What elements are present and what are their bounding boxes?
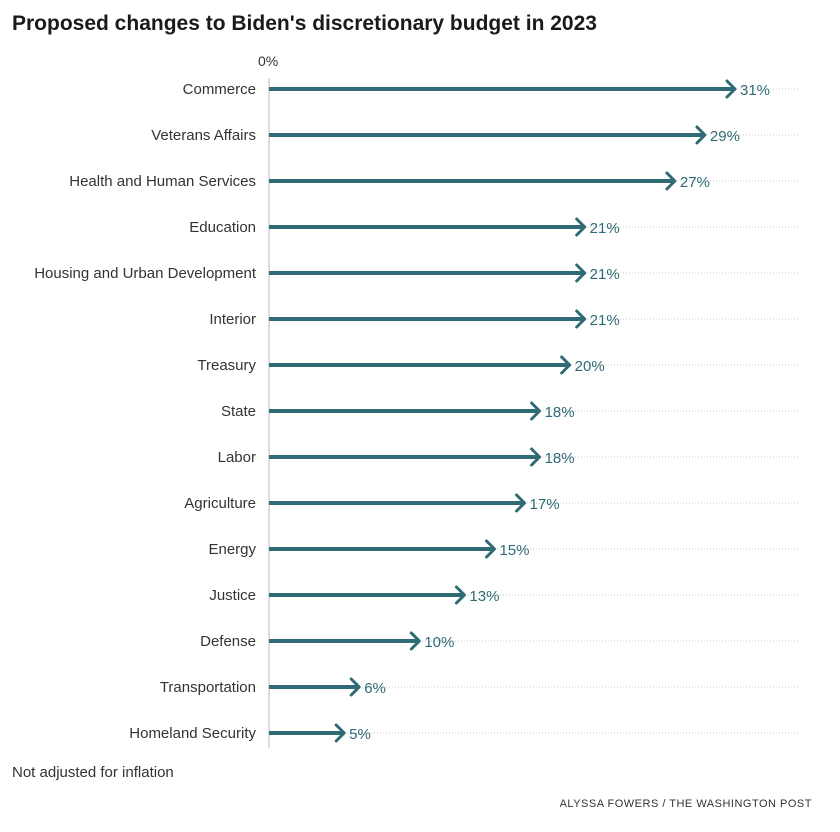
arrowhead [530, 447, 542, 467]
category-label: Treasury [197, 357, 256, 374]
value-label: 18% [545, 450, 575, 467]
arrowhead [454, 585, 466, 605]
category-label: Homeland Security [129, 725, 256, 742]
source-credit: ALYSSA FOWERS / THE WASHINGTON POST [559, 798, 812, 810]
arrowhead [560, 355, 572, 375]
arrowhead [695, 125, 707, 145]
arrowhead [665, 171, 677, 191]
value-label: 27% [680, 174, 710, 191]
value-label: 31% [740, 82, 770, 99]
value-label: 21% [590, 220, 620, 237]
arrowhead [515, 493, 527, 513]
value-label: 20% [575, 358, 605, 375]
category-label: Agriculture [184, 495, 256, 512]
arrowhead [484, 539, 496, 559]
category-label: Defense [200, 633, 256, 650]
arrowhead [725, 79, 737, 99]
value-label: 15% [499, 542, 529, 559]
arrowhead [334, 723, 346, 743]
axis-zero-label: 0% [258, 53, 279, 69]
value-label: 5% [349, 726, 371, 743]
category-label: Energy [208, 541, 256, 558]
value-label: 21% [590, 266, 620, 283]
value-label: 17% [530, 496, 560, 513]
value-label: 21% [590, 312, 620, 329]
category-label: Commerce [183, 81, 256, 98]
category-label: Veterans Affairs [151, 127, 256, 144]
arrowhead [530, 401, 542, 421]
category-label: Justice [209, 587, 256, 604]
category-label: Health and Human Services [69, 173, 256, 190]
value-label: 6% [364, 680, 386, 697]
arrowhead [409, 631, 421, 651]
arrowhead [575, 263, 587, 283]
value-label: 13% [469, 588, 499, 605]
category-label: State [221, 403, 256, 420]
value-label: 18% [545, 404, 575, 421]
category-label: Education [189, 219, 256, 236]
value-label: 10% [424, 634, 454, 651]
value-label: 29% [710, 128, 740, 145]
category-label: Interior [209, 311, 256, 328]
category-label: Transportation [160, 679, 256, 696]
chart-title: Proposed changes to Biden's discretionar… [12, 12, 597, 35]
category-label: Housing and Urban Development [34, 265, 257, 282]
category-label: Labor [218, 449, 256, 466]
arrowhead [575, 217, 587, 237]
arrowhead [575, 309, 587, 329]
arrowhead [349, 677, 361, 697]
footnote: Not adjusted for inflation [12, 764, 174, 781]
